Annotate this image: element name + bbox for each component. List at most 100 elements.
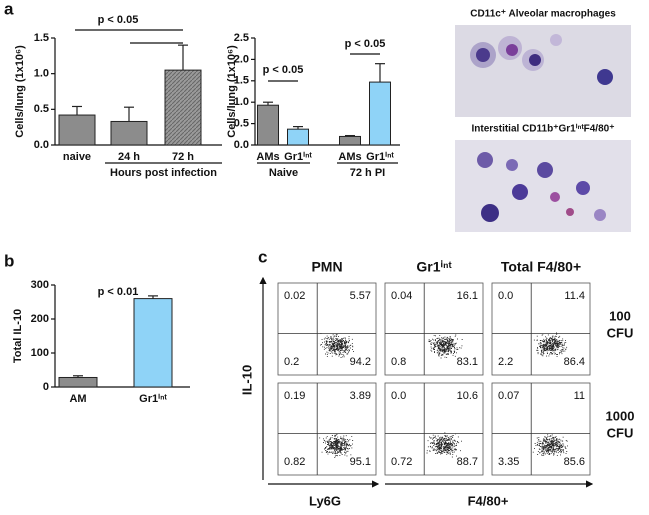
bar — [58, 114, 96, 146]
error-bar — [293, 125, 303, 130]
bar — [110, 120, 148, 146]
y-tick-label: 100 — [31, 347, 49, 359]
quadrant-value: 88.7 — [457, 456, 478, 468]
flow-plot: 0.02 5.57 0.2 94.2 — [277, 282, 377, 376]
plot-frame — [277, 382, 377, 476]
error-bar — [375, 63, 385, 83]
bar — [58, 376, 98, 388]
row-label: CFU — [607, 425, 634, 440]
annotation: p < 0.01 — [98, 286, 139, 298]
dot-cloud — [428, 334, 463, 359]
micrograph-label: Interstitial CD11b⁺Gr1ⁱⁿᵗF4/80⁺ — [472, 123, 615, 135]
bar — [339, 135, 361, 146]
column-title: Gr1ⁱⁿᵗ — [416, 259, 451, 275]
quadrant-value: 0.82 — [284, 456, 305, 468]
quadrant-value: 3.35 — [498, 456, 519, 468]
bar — [257, 104, 279, 146]
x-tick-label: AMs — [256, 151, 279, 163]
annotation: p < 0.05 — [263, 64, 304, 76]
quadrant-value: 5.57 — [350, 290, 371, 302]
dot-cloud — [426, 432, 462, 458]
y-tick-label: 2.0 — [234, 53, 249, 65]
flow-plot: 0.0 10.6 0.72 88.7 — [384, 382, 484, 476]
bar — [164, 69, 202, 146]
error-bar — [263, 101, 273, 106]
flow-plot: 0.07 11 3.35 85.6 — [491, 382, 591, 476]
y-tick-label: 1.5 — [34, 32, 49, 44]
y-tick-label: 200 — [31, 313, 49, 325]
dot-cloud — [319, 434, 354, 458]
quadrant-value: 0.04 — [391, 290, 412, 302]
y-axis-label: IL-10 — [239, 365, 254, 395]
error-bar — [72, 105, 82, 116]
flow-plot: 0.0 11.4 2.2 86.4 — [491, 282, 591, 376]
row-label: 100 — [609, 308, 631, 323]
quadrant-value: 16.1 — [457, 290, 478, 302]
flow-plot: 0.04 16.1 0.8 83.1 — [384, 282, 484, 376]
panel-label: c — [258, 247, 267, 266]
quadrant-value: 94.2 — [350, 356, 371, 368]
quadrant-value: 2.2 — [498, 356, 513, 368]
column-title: Total F4/80+ — [501, 259, 581, 275]
annotation: p < 0.05 — [345, 38, 386, 50]
error-bar — [345, 134, 355, 137]
row-label: 1000 — [606, 408, 635, 423]
column-title: PMN — [311, 259, 342, 275]
plot-frame — [491, 382, 591, 476]
y-tick-label: 1.5 — [234, 75, 249, 87]
y-tick-label: 1.0 — [34, 68, 49, 80]
quadrant-value: 0.2 — [284, 356, 299, 368]
dot-cloud — [320, 333, 354, 358]
quadrant-value: 3.89 — [350, 390, 371, 402]
quadrant-value: 0.0 — [498, 290, 513, 302]
error-bar — [73, 375, 83, 378]
quadrant-value: 85.6 — [564, 456, 585, 468]
dot-cloud — [533, 332, 568, 357]
quadrant-value: 95.1 — [350, 456, 371, 468]
annotation: p < 0.05 — [98, 14, 139, 26]
quadrant-value: 11 — [574, 390, 585, 402]
x-axis-label: Ly6G — [309, 493, 341, 508]
quadrant-value: 0.02 — [284, 290, 305, 302]
plot-frame — [277, 282, 377, 376]
group-label: Hours post infection — [110, 167, 217, 179]
error-bar — [148, 295, 158, 299]
plot-frame — [384, 282, 484, 376]
x-tick-label: 72 h — [172, 151, 194, 163]
x-tick-label: AM — [69, 393, 86, 405]
group-label: Naive — [269, 167, 298, 179]
plot-frame — [491, 282, 591, 376]
bar — [369, 81, 391, 146]
panel-label: b — [4, 251, 14, 270]
quadrant-value: 11.4 — [564, 290, 585, 302]
flow-plot: 0.19 3.89 0.82 95.1 — [277, 382, 377, 476]
x-tick-label: AMs — [338, 151, 361, 163]
y-tick-label: 0.0 — [234, 139, 249, 151]
quadrant-value: 0.07 — [498, 390, 519, 402]
y-tick-label: 2.5 — [234, 32, 249, 44]
quadrant-value: 0.19 — [284, 390, 305, 402]
y-tick-label: 0.5 — [234, 118, 249, 130]
y-axis-label: Cells/lung (1x10⁶) — [226, 45, 238, 138]
x-tick-label: Gr1ⁱⁿᵗ — [366, 150, 394, 163]
quadrant-value: 86.4 — [564, 356, 585, 368]
y-tick-label: 1.0 — [234, 96, 249, 108]
x-axis-label: F4/80+ — [468, 493, 509, 508]
micrograph-label: CD11c⁺ Alveolar macrophages — [470, 9, 616, 20]
y-tick-label: 300 — [31, 279, 49, 291]
x-tick-label: Gr1ⁱⁿᵗ — [284, 150, 312, 163]
panel-label: a — [4, 0, 14, 18]
quadrant-value: 83.1 — [457, 356, 478, 368]
dot-cloud — [532, 434, 568, 457]
bar — [133, 298, 173, 388]
x-tick-label: 24 h — [118, 151, 140, 163]
quadrant-value: 0.72 — [391, 456, 412, 468]
y-axis-label: Cells/lung (1x10⁶) — [14, 45, 26, 138]
plot-frame — [384, 382, 484, 476]
error-bar — [178, 44, 188, 71]
y-tick-label: 0.5 — [34, 103, 49, 115]
x-tick-label: Gr1ⁱⁿᵗ — [139, 392, 167, 405]
group-label: 72 h PI — [350, 167, 385, 179]
x-tick-label: naive — [63, 151, 91, 163]
